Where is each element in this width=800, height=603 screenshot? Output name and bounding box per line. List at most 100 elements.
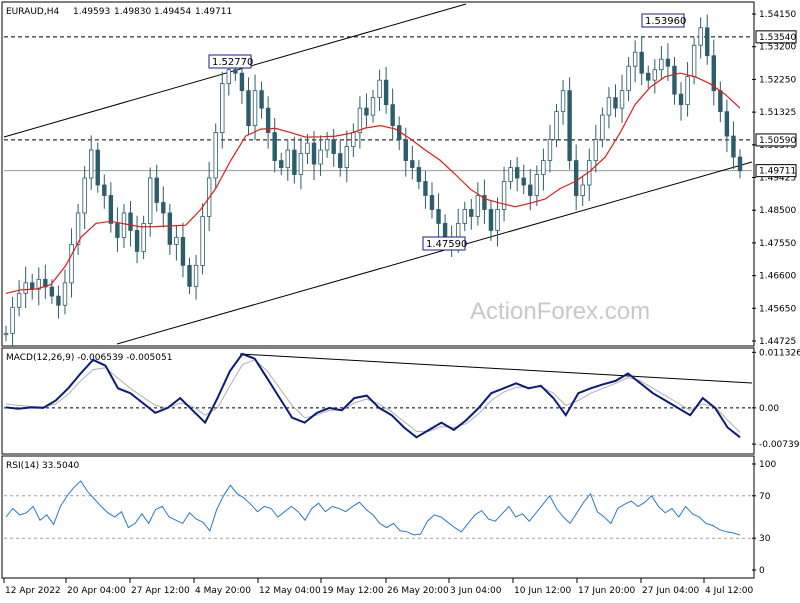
candle-body [462,209,467,224]
candle-body [134,230,140,252]
level-price-label: 1.53540 [759,33,796,43]
candle-body [128,212,133,231]
watermark: ActionForex.com [470,298,650,325]
candle-body [75,212,81,245]
candle-body [62,282,68,306]
candle-body [573,160,579,196]
candle-body [488,209,494,231]
candle-body [141,223,146,252]
price-annotation-box [422,236,466,251]
candle-body [416,167,422,182]
macd-panel-frame [1,347,755,455]
rsi-header: RSI(14) 33.5040 [6,461,79,471]
candle-body [233,69,238,74]
candle-body [226,69,232,85]
candle-body [370,97,376,116]
macd-header: MACD(12,26,9) -0.006539 -0.005051 [6,353,172,363]
candle-body [410,160,415,168]
low-value: 1.49454 [154,7,191,17]
candle-body [632,51,638,67]
candle-body [30,282,35,290]
candle-body [560,90,566,113]
price-annotation-box [641,13,685,28]
candle-body [16,292,22,308]
candle-body [429,195,435,210]
candle-body [239,72,245,92]
x-tick-label: 10 Jun 12:00 [514,586,571,596]
candle-body [220,83,225,133]
macd-y-tick-label: 0.00 [759,404,779,414]
moving-average-line [5,72,741,294]
candle-body [718,90,723,113]
candle-body [161,202,166,214]
price-y-tick-label: 1.46600 [759,272,796,282]
candle-body [69,244,74,284]
candle-body [246,90,251,127]
rsi-y-tick-label: 30 [759,534,771,544]
candle-body [121,212,127,238]
candle-body [593,139,599,161]
candle-body [154,177,159,203]
candle-body [265,107,271,133]
candle-body [305,142,310,154]
x-tick-label: 4 Jul 12:00 [705,586,754,596]
price-y-tick-label: 1.53200 [759,43,796,53]
price-y-tick-label: 1.49425 [759,174,796,184]
rsi-line [5,480,741,536]
candle-body [259,90,264,109]
x-tick-label: 20 Apr 04:00 [67,586,126,596]
candle-body [292,149,297,175]
candle-body [711,55,716,92]
candle-body [324,139,330,151]
price-y-tick-label: 1.48500 [759,206,796,216]
high-value: 1.49830 [114,7,151,17]
candle-body [311,142,317,165]
candle-body [724,111,730,137]
candle-body [436,209,441,224]
candle-body [469,209,474,217]
x-tick-label: 3 Jun 04:00 [450,586,502,596]
candle-body [678,93,684,106]
candle-body [95,149,100,186]
candle-body [200,216,205,266]
x-tick-label: 27 Apr 12:00 [131,586,190,596]
candle-body [23,282,28,294]
candle-body [115,223,120,238]
candle-body [606,97,612,116]
symbol-label: EURAUD,H4 [6,7,59,17]
candle-body [672,65,677,95]
price-annotation-box [208,54,252,69]
x-tick-label: 12 May 04:00 [259,586,321,596]
candle-body [364,107,369,116]
candle-body [691,44,697,78]
price-y-tick-label: 1.52250 [759,75,796,85]
candle-body [521,177,526,186]
candle-body [213,132,218,179]
candle-body [685,76,690,106]
candle-body [652,69,658,81]
price-y-tick-label: 1.54150 [759,10,796,20]
candle-body [554,111,559,140]
candle-body [646,72,651,81]
candle-body [108,195,114,224]
candle-body [318,149,323,165]
level-price-label: 1.49711 [759,167,796,177]
candle-body [36,278,41,290]
candle-body [508,167,513,182]
candle-body [541,160,546,175]
candle-body [423,181,428,196]
candle-body [475,195,481,217]
candle-body [619,90,625,109]
candle-body [338,153,343,168]
candle-body [501,181,507,210]
price-annotation-label: 1.52770 [212,57,253,68]
level-price-box [755,164,797,178]
macd-trend-line [239,353,753,384]
candle-body [10,306,15,334]
candle-body [351,132,356,147]
price-y-tick-label: 1.44725 [759,337,796,347]
candle-body [102,184,107,196]
candle-body [331,139,336,154]
candle-body [665,58,671,67]
